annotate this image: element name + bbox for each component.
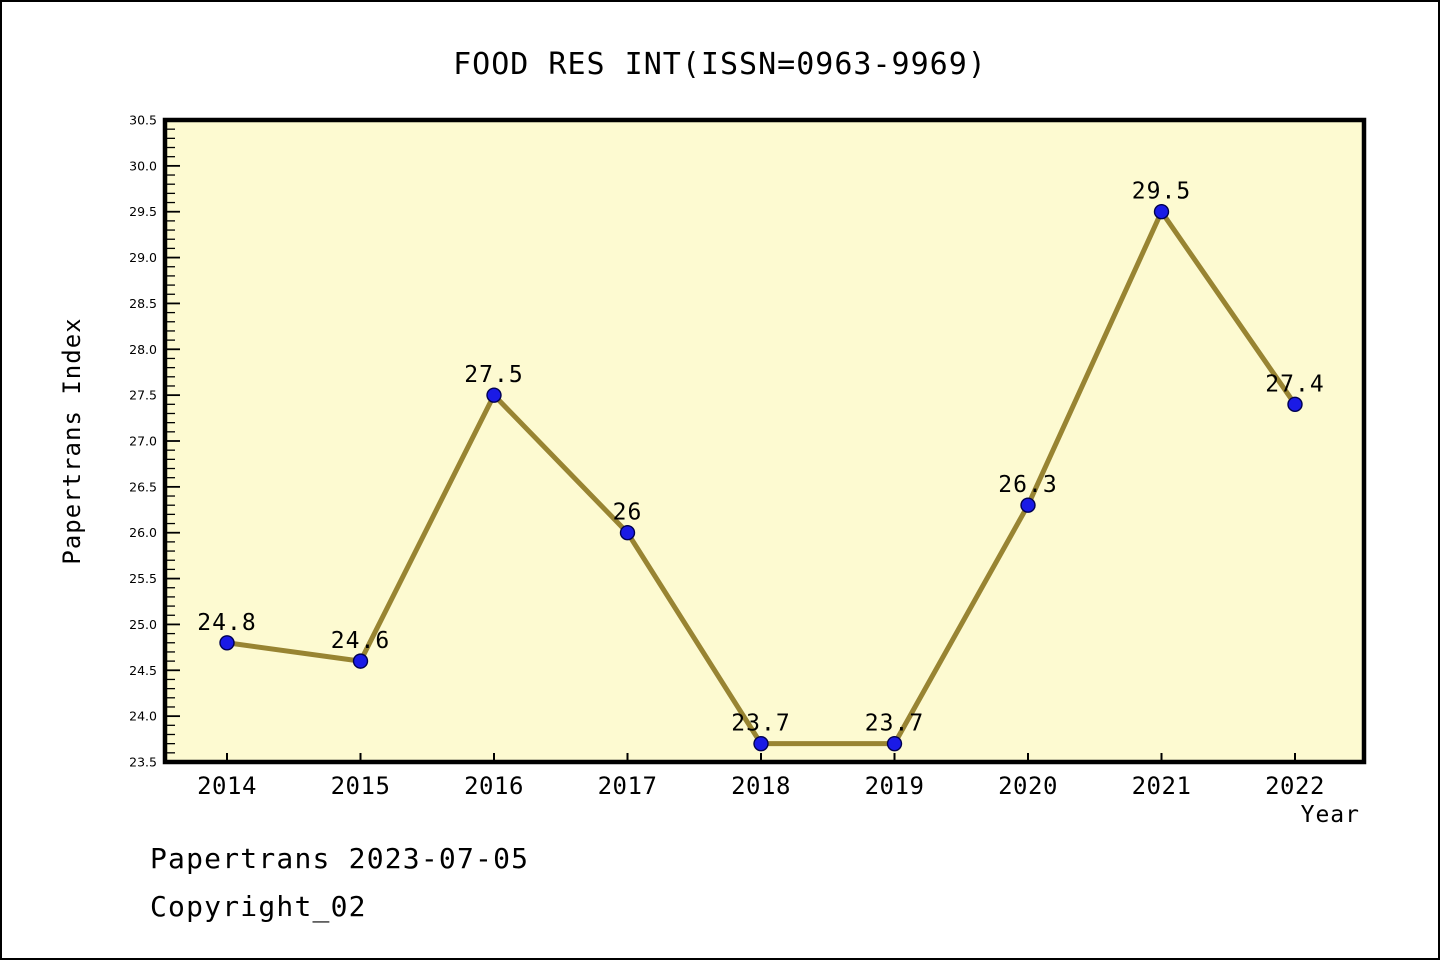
y-tick-label: 26.0 [129, 525, 157, 540]
y-tick-label: 24.5 [129, 663, 157, 678]
x-tick-label: 2021 [1132, 772, 1192, 800]
plot-frame-layer [162, 117, 1367, 765]
y-tick-label: 29.0 [129, 250, 157, 265]
data-point [619, 525, 636, 541]
x-tick-label: 2017 [598, 772, 658, 800]
x-tick-label: 2022 [1265, 772, 1325, 800]
y-tick-label: 27.5 [129, 388, 157, 403]
y-tick-label: 23.5 [129, 755, 157, 770]
plot-background-layer [165, 120, 1364, 762]
chart-title: FOOD RES INT(ISSN=0963-9969) [453, 47, 987, 82]
data-point-label: 29.5 [1132, 179, 1191, 205]
x-tick-label: 2014 [197, 772, 257, 800]
data-point [1287, 396, 1303, 413]
footer-source-date: Papertrans 2023-07-05 [150, 842, 530, 875]
x-tick-label: 2019 [865, 772, 925, 800]
plot-area [165, 120, 1364, 762]
x-axis-title: Year [1301, 802, 1360, 828]
y-tick-label: 30.0 [129, 158, 157, 173]
plot-frame [162, 117, 1367, 765]
y-axis-title: Papertrans Index [58, 317, 86, 564]
x-tick-label: 2018 [731, 772, 791, 800]
data-point [1020, 497, 1036, 513]
data-series-layer: 24.8 24.6 27.5 26 23.7 23.7 26.3 29.5 27.4 [197, 179, 1324, 752]
data-point-label: 23.7 [865, 711, 924, 737]
data-point-label: 26.3 [998, 472, 1057, 498]
data-point-label: 27.4 [1265, 371, 1324, 397]
y-tick-label: 30.5 [129, 113, 157, 128]
y-tick-label: 28.5 [129, 296, 157, 311]
x-tick-label: 2015 [331, 772, 391, 800]
data-point-label: 26 [613, 500, 643, 526]
y-tick-label: 26.5 [129, 479, 157, 494]
y-tick-label: 28.0 [129, 342, 157, 357]
data-point [352, 653, 369, 669]
data-point [219, 635, 235, 651]
y-tick-label: 29.5 [129, 204, 157, 219]
data-point-label: 24.6 [331, 628, 390, 654]
axis-ticks-layer: 23.5 24.0 24.5 25.0 25.5 26.0 26.5 27.0 27.5 28.0… [129, 113, 1325, 801]
footer-copyright: Copyright_02 [150, 890, 367, 923]
y-tick-label: 25.0 [129, 617, 157, 632]
y-tick-label: 25.5 [129, 571, 157, 586]
data-point [753, 735, 769, 752]
x-tick-label: 2016 [464, 772, 524, 800]
x-tick-label: 2020 [998, 772, 1058, 800]
y-tick-label: 27.0 [129, 434, 157, 449]
data-point [886, 735, 903, 752]
data-point [486, 387, 502, 403]
y-tick-label: 24.0 [129, 709, 157, 724]
data-point-label: 27.5 [464, 362, 523, 388]
data-point [1153, 204, 1170, 220]
data-point-label: 24.8 [197, 610, 256, 636]
data-point-label: 23.7 [731, 711, 790, 737]
